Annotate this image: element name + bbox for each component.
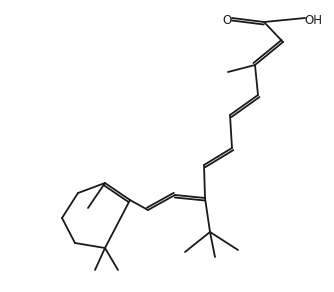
Text: O: O bbox=[222, 13, 231, 27]
Text: OH: OH bbox=[304, 13, 322, 27]
